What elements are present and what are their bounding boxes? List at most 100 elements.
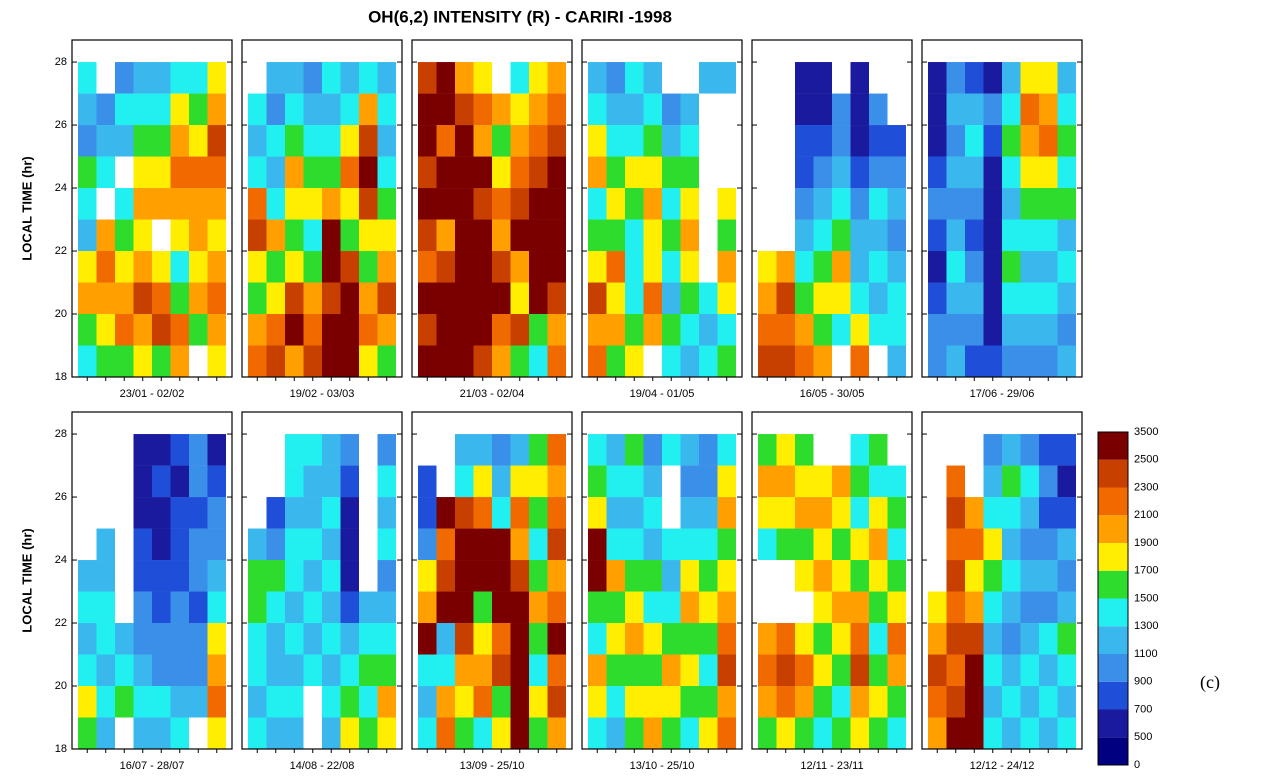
cell [303, 497, 322, 529]
colorbar-segment [1098, 626, 1128, 654]
cell [832, 717, 851, 749]
cell [1039, 434, 1058, 466]
cell [529, 465, 548, 498]
cell [340, 497, 359, 529]
cell [152, 93, 171, 126]
cell [1020, 282, 1039, 315]
cell [850, 623, 869, 655]
panel-frame [241, 411, 403, 750]
cell [436, 686, 455, 718]
x-axis-label: 19/04 - 01/05 [630, 388, 695, 400]
cell [887, 219, 906, 252]
x-axis-label: 16/07 - 28/07 [120, 760, 185, 772]
cell [418, 560, 437, 592]
cell [1039, 93, 1058, 126]
cell [1002, 560, 1021, 592]
cell [436, 93, 455, 126]
cell [207, 62, 226, 94]
cell [322, 125, 341, 157]
cell [1020, 528, 1039, 561]
cell [588, 93, 607, 126]
cell [78, 654, 97, 687]
cell [133, 686, 152, 718]
cell [248, 560, 267, 592]
cell [813, 717, 832, 749]
cell [643, 686, 662, 718]
cell [418, 686, 437, 718]
cell [1039, 623, 1058, 655]
cell [285, 528, 304, 561]
cell [1020, 62, 1039, 94]
cell [510, 654, 529, 687]
cell [1002, 654, 1021, 687]
cell [699, 623, 718, 655]
cell [983, 93, 1002, 126]
cell [455, 314, 474, 346]
cell [115, 345, 134, 377]
cell [492, 686, 511, 718]
cell [322, 497, 341, 529]
cell [850, 251, 869, 283]
cell [832, 528, 851, 561]
colorbar-segment [1098, 459, 1128, 488]
cell [359, 156, 378, 189]
cell [492, 591, 511, 624]
cell [662, 314, 681, 346]
cell [418, 156, 437, 189]
cell [436, 156, 455, 189]
cell [115, 93, 134, 126]
cell [266, 188, 285, 220]
cell [207, 314, 226, 346]
cell [170, 591, 189, 624]
cell [813, 188, 832, 220]
cell [832, 314, 851, 346]
cell [133, 717, 152, 749]
cell [887, 717, 906, 749]
cell [152, 282, 171, 315]
cell [492, 314, 511, 346]
cell [625, 251, 644, 283]
cell [78, 93, 97, 126]
cell [133, 125, 152, 157]
cell [588, 686, 607, 718]
cell [1057, 219, 1076, 252]
cell [418, 465, 437, 498]
cell [266, 314, 285, 346]
cell [529, 717, 548, 749]
cell [322, 314, 341, 346]
cell [78, 345, 97, 377]
cell [207, 219, 226, 252]
cell [115, 654, 134, 687]
cell [625, 282, 644, 315]
cell [133, 188, 152, 220]
cell [606, 345, 625, 377]
cell [965, 125, 984, 157]
cell [795, 560, 814, 592]
cell [643, 434, 662, 466]
cell [170, 93, 189, 126]
cell [285, 623, 304, 655]
cell [152, 156, 171, 189]
cell [96, 654, 115, 687]
cell [717, 497, 736, 529]
cell [1039, 282, 1058, 315]
cell [965, 314, 984, 346]
colorbar-label: 500 [1134, 731, 1152, 743]
cell [285, 251, 304, 283]
cell [643, 125, 662, 157]
cell [377, 345, 396, 377]
cell [850, 717, 869, 749]
cell [869, 282, 888, 315]
cell [795, 188, 814, 220]
cell [78, 219, 97, 252]
cell [928, 314, 947, 346]
cell [717, 560, 736, 592]
cell [1057, 528, 1076, 561]
cell [1057, 282, 1076, 315]
colorbar-label: 2100 [1134, 509, 1158, 521]
cell [152, 314, 171, 346]
cell [717, 345, 736, 377]
cell [455, 591, 474, 624]
cell [946, 219, 965, 252]
cell [795, 282, 814, 315]
